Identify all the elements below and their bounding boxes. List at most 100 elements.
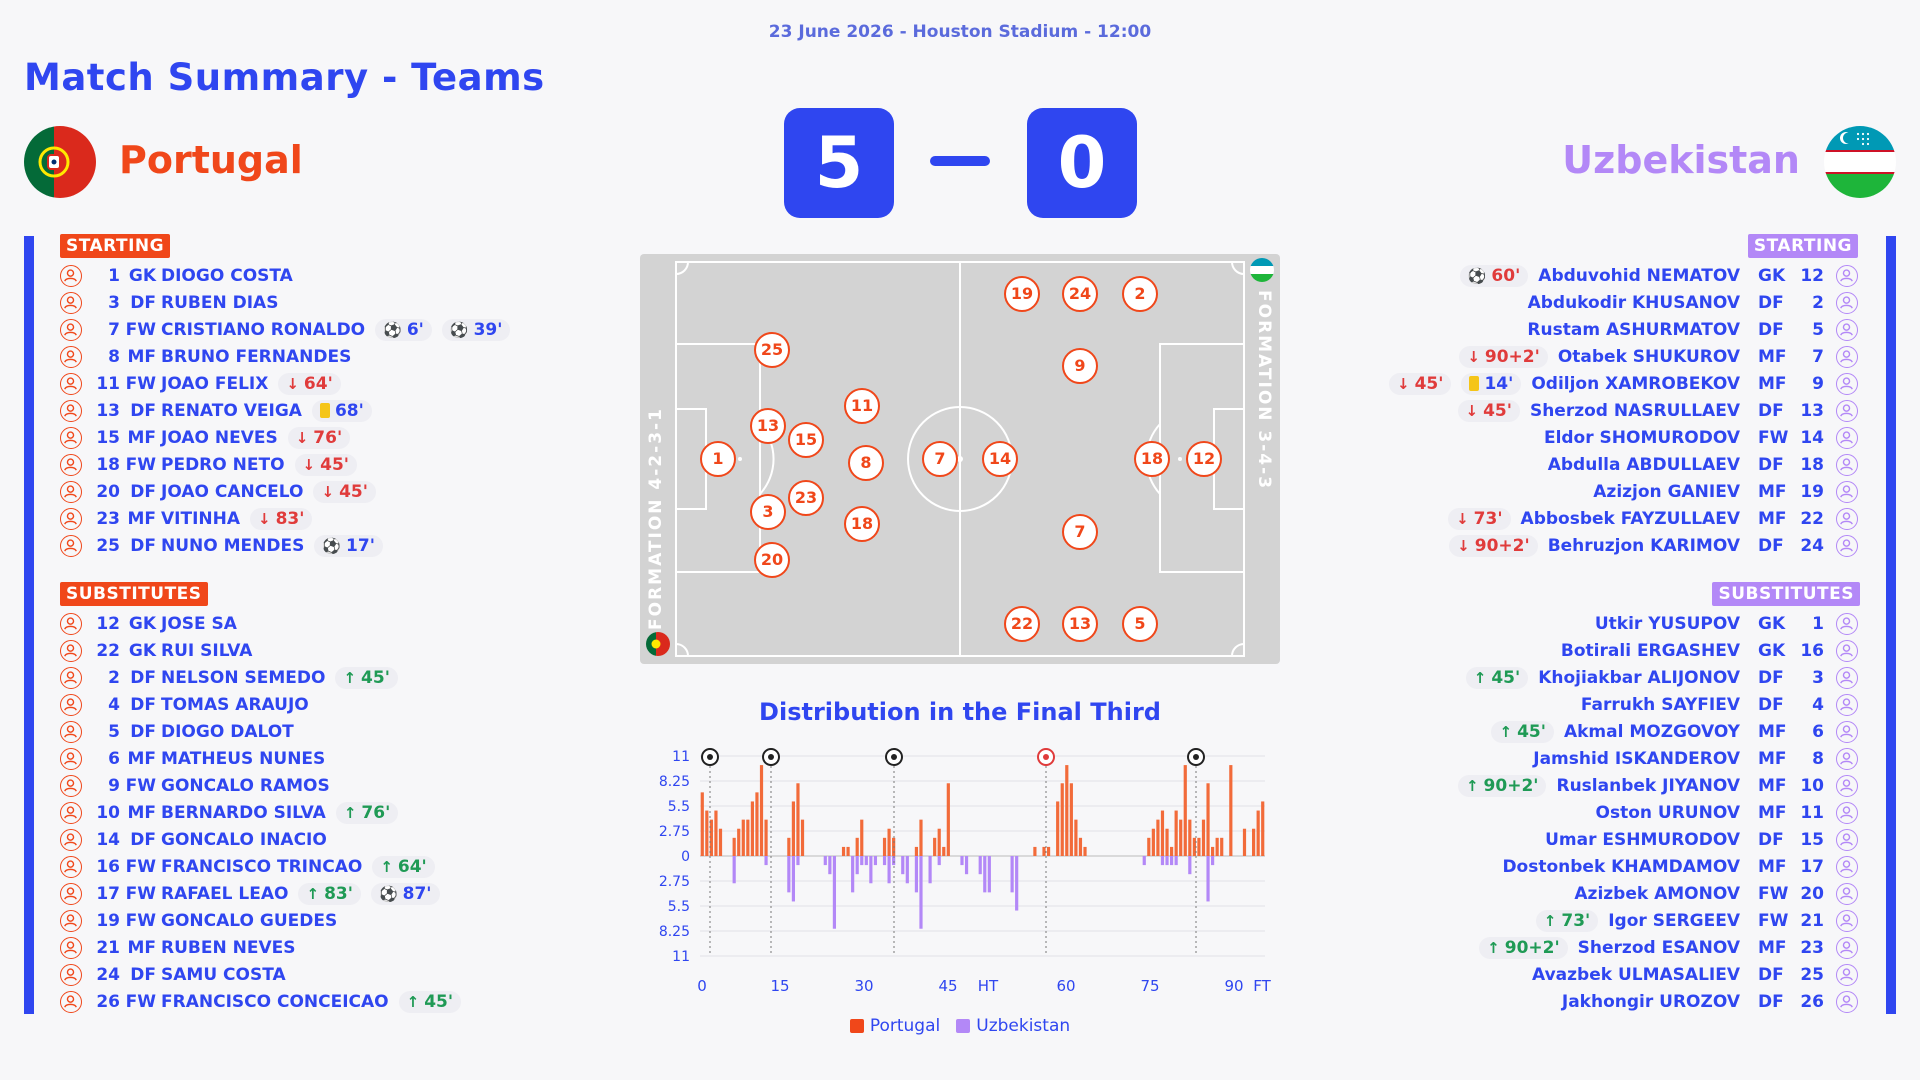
player-position: MF: [127, 427, 156, 448]
player-name: Botirali ERGASHEV: [1560, 640, 1740, 661]
player-number: 14: [96, 829, 120, 850]
player-name: GONCALO INACIO: [161, 829, 327, 850]
player-number: 21: [96, 937, 120, 958]
player-number: 20: [96, 481, 120, 502]
player-row: 7 FW CRISTIANO RONALDO ⚽ 6' ⚽ 39': [60, 316, 620, 343]
away-bar: [851, 856, 855, 893]
person-icon: [1836, 963, 1858, 986]
player-marker: 25: [754, 332, 790, 368]
goal-ball-center: [768, 754, 774, 760]
player-number: 2: [1812, 292, 1824, 313]
home-bar: [1192, 837, 1196, 856]
player-marker: 3: [750, 494, 786, 530]
soccer-ball-icon: ⚽: [1467, 266, 1487, 285]
player-name: RAFAEL LEAO: [161, 883, 289, 904]
goal-ball-center: [1043, 754, 1049, 760]
soccer-ball-icon: ⚽: [322, 536, 342, 555]
away-bar: [1211, 856, 1215, 866]
person-icon: [60, 747, 82, 770]
home-bar: [1179, 819, 1183, 856]
x-tick-label: FT: [1253, 977, 1271, 995]
player-name: NUNO MENDES: [161, 535, 305, 556]
player-marker: 18: [844, 506, 880, 542]
away-bar: [905, 856, 909, 884]
person-icon: [1836, 774, 1858, 797]
arrow-up-icon: ↑: [1465, 776, 1479, 795]
person-icon: [60, 507, 82, 530]
person-icon: [1836, 720, 1858, 743]
player-row: 6 MF MATHEUS NUNES: [60, 745, 620, 772]
event-out-badge: ↓ 45': [294, 453, 357, 476]
player-row: Umar ESHMURODOV DF 15: [1298, 826, 1858, 853]
event-goal-badge: ⚽ 87': [370, 882, 440, 905]
away-bar: [869, 856, 873, 884]
player-row: 13 DF RENATO VEIGA 68': [60, 397, 620, 424]
player-position: FW: [1758, 883, 1789, 904]
away-bar: [1174, 856, 1178, 866]
player-row: Abdukodir KHUSANOV DF 2: [1298, 289, 1858, 316]
player-number: 25: [1800, 964, 1824, 985]
player-position: DF: [1758, 829, 1784, 850]
uzbekistan-flag-icon: [1824, 126, 1896, 198]
goal-ball-center: [1193, 754, 1199, 760]
player-marker: 2: [1122, 276, 1158, 312]
player-number: 6: [108, 748, 120, 769]
player-number: 10: [96, 802, 120, 823]
player-name: Farrukh SAYFIEV: [1580, 694, 1740, 715]
away-substitutes-label: SUBSTITUTES: [1712, 582, 1860, 606]
home-bar: [796, 783, 800, 856]
home-bar: [755, 792, 759, 856]
person-icon: [1836, 855, 1858, 878]
person-icon: [60, 909, 82, 932]
player-name: GONCALO GUEDES: [161, 910, 338, 931]
player-position: GK: [128, 640, 156, 661]
soccer-ball-icon: ⚽: [383, 320, 402, 339]
player-name: JOAO FELIX: [161, 373, 269, 394]
home-bar: [1169, 846, 1174, 856]
player-name: RUBEN NEVES: [161, 937, 296, 958]
event-minute: 14': [1484, 373, 1514, 394]
arrow-down-icon: ↓: [1465, 401, 1479, 420]
player-row: ⚽ 60' Abduvohid NEMATOV GK 12: [1298, 262, 1858, 289]
home-bar: [919, 819, 923, 856]
away-bar: [914, 856, 919, 893]
y-tick-label: 0: [681, 849, 690, 865]
home-bar: [1197, 837, 1201, 856]
person-icon: [1836, 372, 1858, 395]
home-bar: [1215, 837, 1219, 856]
away-bar: [823, 856, 827, 866]
player-marker: 5: [1122, 606, 1158, 642]
home-bar: [914, 846, 919, 856]
player-marker: 15: [788, 422, 824, 458]
home-bar: [1069, 783, 1073, 856]
player-position: FW: [1758, 910, 1789, 931]
x-tick-label: 15: [770, 977, 789, 995]
event-minute: 45': [1491, 667, 1521, 688]
event-minute: 45': [361, 667, 390, 688]
y-tick-label: 5.5: [668, 899, 690, 915]
player-number: 6: [1812, 721, 1824, 742]
arrow-up-icon: ↑: [1473, 668, 1487, 687]
arrow-up-icon: ↑: [343, 803, 357, 822]
person-icon: [60, 264, 82, 287]
player-row: ↓ 45' Sherzod NASRULLAEV DF 13: [1298, 397, 1858, 424]
arrow-up-icon: ↑: [380, 857, 393, 876]
away-bar: [1015, 856, 1019, 911]
player-position: MF: [127, 748, 156, 769]
player-number: 12: [96, 613, 120, 634]
x-tick-label: 60: [1056, 977, 1075, 995]
yellow-card-icon: [319, 403, 330, 418]
player-position: DF: [130, 400, 156, 421]
home-bar: [791, 801, 796, 856]
player-row: ↓ 73' Abbosbek FAYZULLAEV MF 22: [1298, 505, 1858, 532]
event-minute: 73': [1473, 508, 1503, 529]
event-minute: 87': [402, 883, 432, 904]
player-position: MF: [1758, 508, 1787, 529]
player-number: 16: [1800, 640, 1824, 661]
player-number: 18: [96, 454, 120, 475]
player-row: 15 MF JOAO NEVES ↓ 76': [60, 424, 620, 451]
x-tick-label: 30: [854, 977, 873, 995]
player-position: DF: [1758, 319, 1784, 340]
player-number: 22: [1800, 508, 1824, 529]
player-name: Ruslanbek JIYANOV: [1556, 775, 1740, 796]
